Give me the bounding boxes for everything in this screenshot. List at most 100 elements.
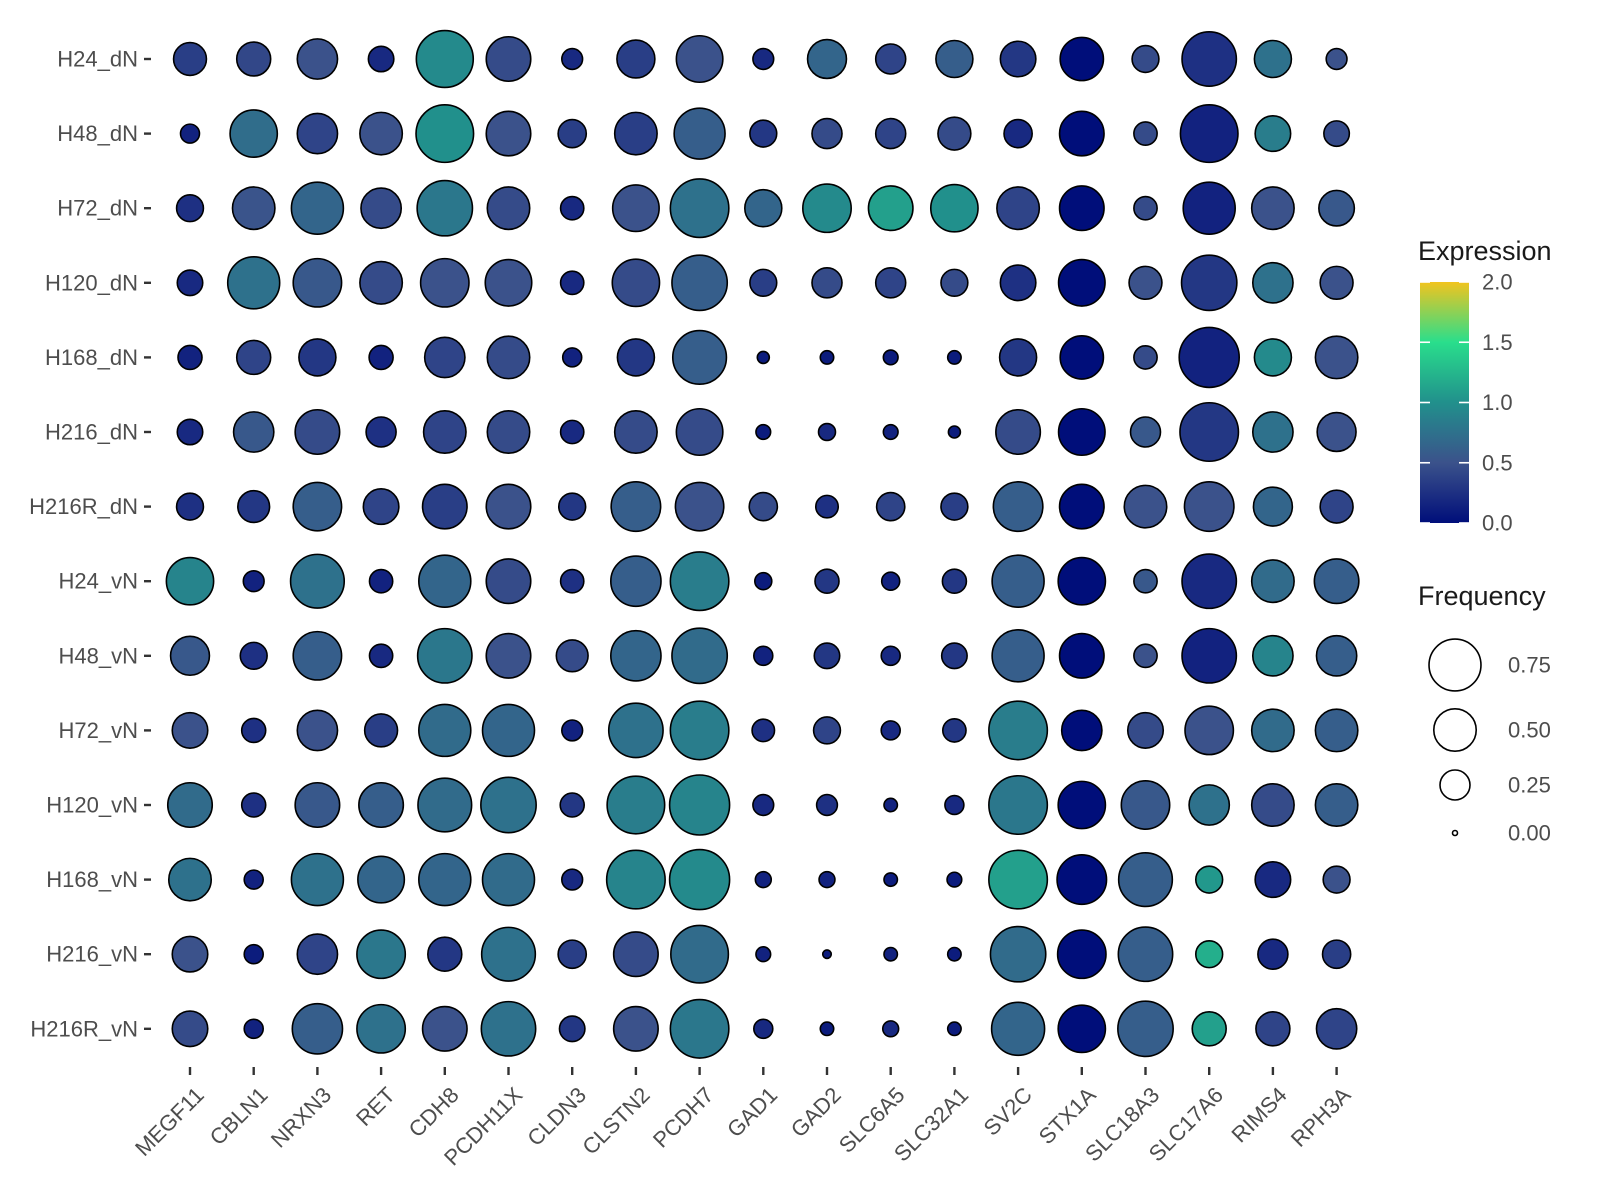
dot-H72_dN-CBLN1 bbox=[231, 186, 276, 231]
dot-H48_vN-SLC17A6 bbox=[1181, 627, 1238, 684]
dot-H48_vN-NRXN3 bbox=[292, 630, 343, 681]
dot-H24_vN-PCDH7 bbox=[669, 551, 730, 612]
dot-H216_dN-MEGF11 bbox=[176, 418, 204, 446]
dot-H216R_dN-CLDN3 bbox=[557, 492, 587, 521]
dot-H120_vN-SLC17A6 bbox=[1188, 784, 1231, 826]
dot-H120_dN-NRXN3 bbox=[292, 257, 343, 308]
dot-H72_vN-SLC18A3 bbox=[1126, 711, 1165, 749]
dot-H120_vN-CBLN1 bbox=[240, 792, 267, 818]
dot-H120_dN-SLC18A3 bbox=[1128, 265, 1163, 301]
dot-H216_dN-RPH3A bbox=[1316, 411, 1357, 453]
dot-H48_vN-SLC32A1 bbox=[940, 642, 968, 670]
dot-H216R_vN-CDH8 bbox=[421, 1005, 468, 1052]
dot-H72_dN-RPH3A bbox=[1318, 189, 1356, 227]
dot-H120_dN-SV2C bbox=[999, 264, 1037, 302]
dot-H120_dN-STX1A bbox=[1057, 258, 1106, 307]
dot-H216_vN-STX1A bbox=[1056, 929, 1107, 980]
dot-H72_dN-STX1A bbox=[1058, 185, 1105, 232]
dot-H168_vN-RET bbox=[357, 855, 406, 904]
dot-H24_vN-GAD2 bbox=[814, 568, 840, 595]
colorbar-tick-label: 0.5 bbox=[1482, 450, 1513, 475]
dot-H24_vN-SLC17A6 bbox=[1181, 553, 1238, 610]
dot-H24_dN-GAD1 bbox=[752, 47, 775, 71]
frequency-key-circle bbox=[1432, 707, 1478, 753]
dot-H48_vN-PCDH7 bbox=[671, 627, 729, 685]
dot-H24_dN-SLC18A3 bbox=[1131, 44, 1160, 74]
dot-H24_dN-SLC32A1 bbox=[935, 39, 974, 79]
dot-H72_dN-SLC6A5 bbox=[867, 185, 914, 232]
dot-H120_vN-CLSTN2 bbox=[606, 775, 666, 835]
dot-H120_dN-RET bbox=[359, 260, 404, 305]
frequency-key-circle bbox=[1451, 829, 1459, 837]
dot-H24_vN-CLDN3 bbox=[559, 568, 585, 594]
dot-H168_vN-SLC17A6 bbox=[1194, 865, 1224, 894]
dot-H168_vN-NRXN3 bbox=[290, 852, 345, 907]
dot-H120_dN-MEGF11 bbox=[176, 269, 204, 297]
dot-H168_dN-CBLN1 bbox=[235, 339, 272, 376]
dot-H72_dN-GAD2 bbox=[802, 183, 852, 234]
dot-H216_vN-RIMS4 bbox=[1257, 938, 1289, 971]
dot-H216_vN-SLC32A1 bbox=[946, 946, 962, 962]
dot-H216R_vN-SV2C bbox=[990, 1001, 1046, 1057]
dot-H168_vN-RPH3A bbox=[1322, 865, 1351, 894]
dot-H24_vN-RIMS4 bbox=[1250, 559, 1295, 604]
dot-H168_vN-MEGF11 bbox=[167, 857, 213, 902]
dot-H216_vN-CBLN1 bbox=[243, 943, 264, 965]
dot-H168_dN-PCDH11X bbox=[486, 335, 531, 380]
dot-H72_vN-PCDH7 bbox=[669, 700, 730, 761]
dot-H72_dN-RIMS4 bbox=[1250, 186, 1295, 231]
dot-H216R_vN-RIMS4 bbox=[1255, 1011, 1291, 1047]
dot-H48_dN-RPH3A bbox=[1323, 120, 1351, 148]
frequency-key-label: 0.75 bbox=[1508, 653, 1551, 678]
y-tick-label-H48_dN: H48_dN bbox=[57, 121, 138, 146]
dot-H48_vN-PCDH11X bbox=[485, 632, 532, 679]
dot-H72_dN-SV2C bbox=[996, 186, 1041, 231]
dot-H120_vN-GAD2 bbox=[815, 793, 839, 817]
dot-H216R_vN-MEGF11 bbox=[171, 1010, 209, 1048]
dot-H168_vN-PCDH11X bbox=[481, 852, 536, 907]
dot-H120_dN-PCDH7 bbox=[671, 254, 729, 312]
dot-H216R_vN-SLC6A5 bbox=[881, 1020, 900, 1038]
dot-H48_vN-SV2C bbox=[991, 629, 1045, 683]
y-tick-label-H120_dN: H120_dN bbox=[45, 270, 138, 295]
dot-H120_vN-CDH8 bbox=[417, 777, 473, 833]
dot-H120_dN-SLC17A6 bbox=[1180, 254, 1238, 312]
y-tick-label-H24_dN: H24_dN bbox=[57, 47, 138, 72]
dot-H24_vN-RPH3A bbox=[1313, 558, 1360, 605]
dot-H24_dN-CLDN3 bbox=[561, 47, 584, 71]
dot-H72_vN-MEGF11 bbox=[171, 711, 209, 749]
dot-H24_dN-SV2C bbox=[999, 40, 1037, 78]
dot-H216_dN-CBLN1 bbox=[232, 411, 275, 453]
y-tick-label-H120_vN: H120_vN bbox=[46, 793, 138, 818]
colorbar-tick-label: 1.5 bbox=[1482, 330, 1513, 355]
expression-colorbar-ticks: 0.0 0.5 1.0 1.5 2.0 bbox=[1420, 270, 1513, 536]
dot-H24_vN-PCDH11X bbox=[485, 558, 532, 605]
x-tick-label-CBLN1: CBLN1 bbox=[205, 1082, 273, 1150]
dot-H24_dN-RPH3A bbox=[1325, 47, 1348, 71]
dot-H216_dN-SLC6A5 bbox=[882, 423, 899, 441]
dot-H48_dN-MEGF11 bbox=[179, 123, 201, 144]
dot-H120_dN-CDH8 bbox=[419, 257, 470, 308]
dot-H168_dN-RET bbox=[368, 344, 394, 371]
dot-H120_dN-PCDH11X bbox=[484, 258, 533, 307]
dot-H120_vN-MEGF11 bbox=[166, 781, 214, 829]
dot-H216R_vN-PCDH11X bbox=[480, 1000, 537, 1057]
dot-H168_dN-GAD1 bbox=[756, 350, 771, 365]
frequency-legend-keys: 0.75 0.50 0.25 0.00 bbox=[1428, 638, 1551, 846]
dot-H216_dN-SLC17A6 bbox=[1179, 401, 1240, 463]
frequency-key-label: 0.25 bbox=[1508, 773, 1551, 798]
dot-H120_vN-PCDH11X bbox=[480, 776, 537, 834]
dot-H72_vN-SLC6A5 bbox=[880, 720, 901, 741]
dot-H48_vN-CBLN1 bbox=[239, 641, 268, 671]
dot-H72_dN-GAD1 bbox=[744, 188, 783, 228]
dot-H216_dN-RET bbox=[365, 416, 397, 448]
dot-H120_vN-RET bbox=[358, 781, 405, 829]
dot-H216_dN-STX1A bbox=[1057, 407, 1106, 457]
dot-H216R_dN-SV2C bbox=[992, 481, 1044, 533]
dot-H48_vN-GAD2 bbox=[813, 642, 841, 670]
dot-H48_dN-PCDH7 bbox=[673, 107, 726, 160]
dot-H48_dN-CDH8 bbox=[415, 104, 475, 164]
dot-H216_vN-CLSTN2 bbox=[612, 931, 659, 978]
dot-H168_dN-RPH3A bbox=[1314, 335, 1359, 380]
dot-H216_vN-PCDH11X bbox=[480, 926, 537, 982]
